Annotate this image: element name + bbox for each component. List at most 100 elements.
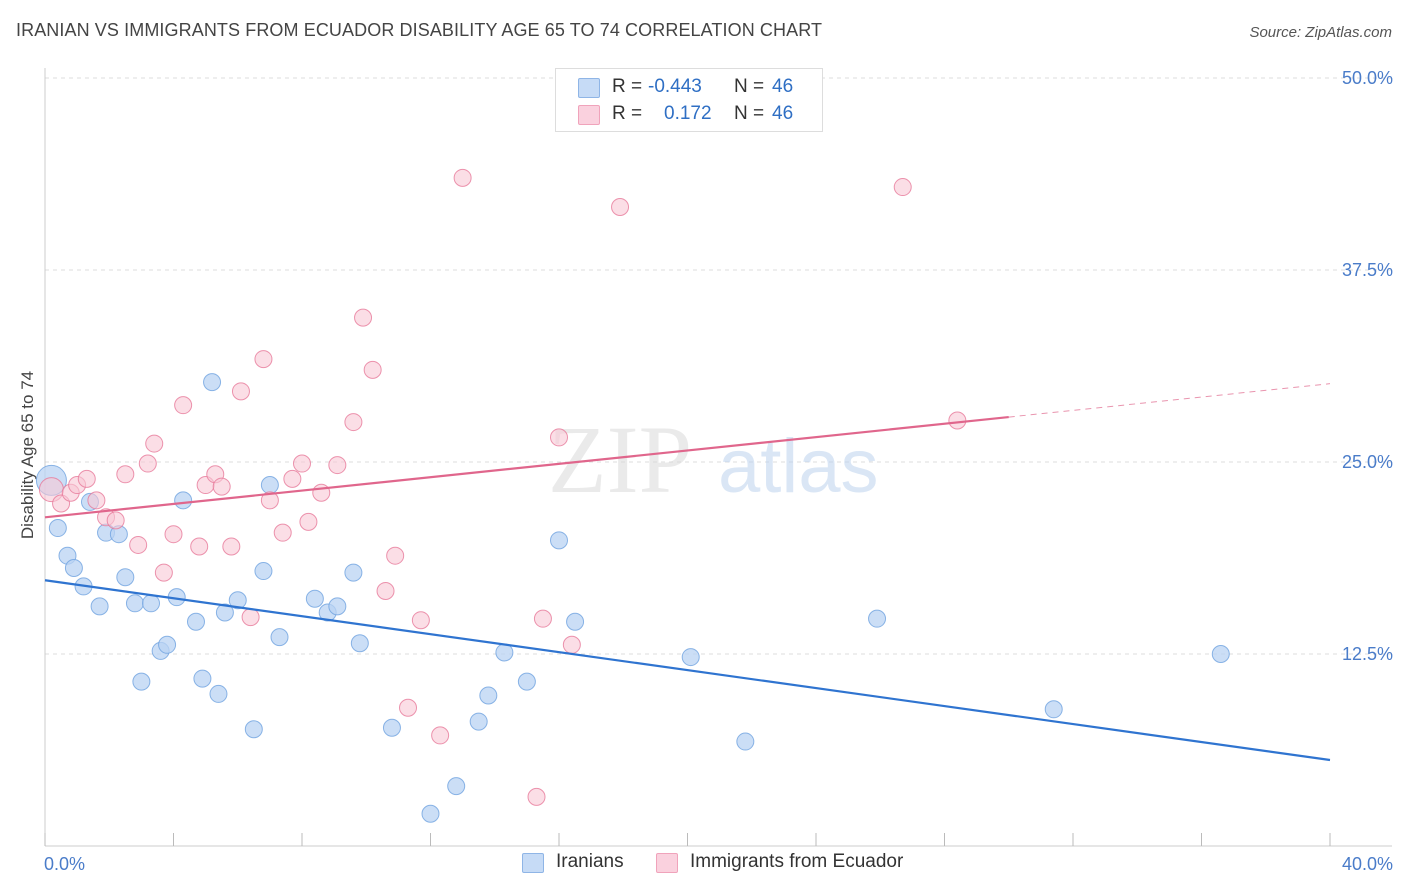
data-point — [495, 643, 514, 662]
data-point — [386, 546, 405, 565]
data-point — [447, 777, 466, 796]
data-point — [431, 726, 450, 745]
data-point — [132, 672, 151, 691]
data-point — [312, 483, 331, 502]
watermark-zip: ZIP — [548, 406, 692, 513]
stats-n-value: 46 — [772, 76, 794, 97]
source-credit: Source: ZipAtlas.com — [1249, 24, 1392, 41]
data-point — [154, 563, 173, 582]
data-point — [453, 168, 472, 187]
data-point — [254, 350, 273, 369]
tick-labels: 12.5% 25.0% 37.5% 50.0% 0.0% 40.0% — [44, 68, 1393, 874]
stats-n-value: 46 — [772, 103, 794, 124]
data-point — [244, 720, 263, 739]
trend-line-ecuador — [44, 415, 1009, 519]
data-point — [138, 454, 157, 473]
data-point — [174, 396, 193, 415]
legend-label: Immigrants from Ecuador — [690, 851, 904, 872]
x-tick-label: 40.0% — [1342, 854, 1393, 874]
data-point — [350, 634, 369, 653]
stats-swatch-iranians — [578, 78, 600, 98]
data-point — [186, 612, 205, 631]
legend-swatch-ecuador — [656, 853, 678, 873]
data-point — [893, 178, 912, 197]
data-point — [145, 434, 164, 453]
data-point — [562, 635, 581, 654]
stats-swatch-ecuador — [578, 105, 600, 125]
trend-line-ecuador-extension — [1008, 383, 1331, 418]
data-point — [193, 669, 212, 688]
data-point — [399, 698, 418, 717]
data-point — [517, 672, 536, 691]
data-point — [533, 609, 552, 628]
data-point — [293, 454, 311, 473]
data-point — [64, 558, 83, 577]
series-ecuador — [38, 168, 967, 806]
data-point — [174, 491, 193, 510]
data-point — [566, 612, 585, 631]
stats-r-value: 0.172 — [664, 103, 712, 124]
data-point — [344, 563, 363, 582]
data-point — [106, 511, 125, 530]
data-point — [142, 594, 161, 613]
data-point — [241, 608, 260, 627]
stats-n-label: N = — [734, 76, 765, 97]
y-tick-label: 25.0% — [1342, 452, 1393, 472]
y-tick-label: 37.5% — [1342, 260, 1393, 280]
data-point — [260, 491, 279, 510]
stats-r-label: R = — [612, 103, 643, 124]
data-point — [125, 594, 144, 613]
stats-r-label: R = — [612, 76, 643, 97]
chart-title: IRANIAN VS IMMIGRANTS FROM ECUADOR DISAB… — [16, 20, 823, 40]
data-point — [550, 531, 568, 550]
data-point — [527, 787, 546, 806]
data-point — [376, 582, 395, 601]
data-point — [354, 308, 373, 327]
data-point — [77, 469, 96, 488]
data-point — [129, 535, 148, 554]
data-point — [948, 411, 967, 430]
data-point — [1044, 700, 1063, 719]
data-point — [48, 519, 67, 538]
data-point — [305, 589, 324, 608]
data-point — [273, 523, 292, 542]
stats-n-label: N = — [734, 103, 765, 124]
data-point — [550, 428, 568, 447]
data-point — [344, 413, 363, 432]
data-point — [328, 597, 347, 616]
x-tick-label: 0.0% — [44, 854, 85, 874]
legend-swatch-iranians — [522, 853, 544, 873]
data-point — [222, 537, 241, 556]
data-point — [868, 609, 887, 628]
data-point — [158, 635, 177, 654]
series — [35, 168, 1230, 823]
data-point — [421, 804, 440, 823]
data-point — [1211, 645, 1230, 663]
data-point — [215, 603, 234, 622]
data-point — [611, 198, 630, 217]
data-point — [212, 477, 231, 496]
data-point — [116, 465, 135, 484]
axes — [44, 68, 1392, 847]
data-point — [90, 597, 109, 616]
data-point — [736, 732, 755, 751]
data-point — [363, 360, 382, 379]
data-point — [228, 591, 247, 610]
stats-r-value: -0.443 — [648, 76, 702, 97]
data-point — [479, 686, 498, 705]
data-point — [283, 469, 302, 488]
data-point — [87, 491, 106, 510]
data-point — [231, 382, 250, 401]
data-point — [203, 373, 222, 392]
data-point — [411, 611, 430, 630]
legend-label: Iranians — [556, 851, 624, 872]
data-point — [299, 512, 318, 531]
trend-lines — [44, 383, 1331, 762]
gridlines — [45, 77, 1392, 655]
y-tick-label: 50.0% — [1342, 68, 1393, 88]
data-point — [270, 628, 289, 647]
trend-line-iranians — [44, 579, 1331, 762]
data-point — [190, 537, 209, 556]
watermark-atlas: atlas — [718, 424, 879, 509]
